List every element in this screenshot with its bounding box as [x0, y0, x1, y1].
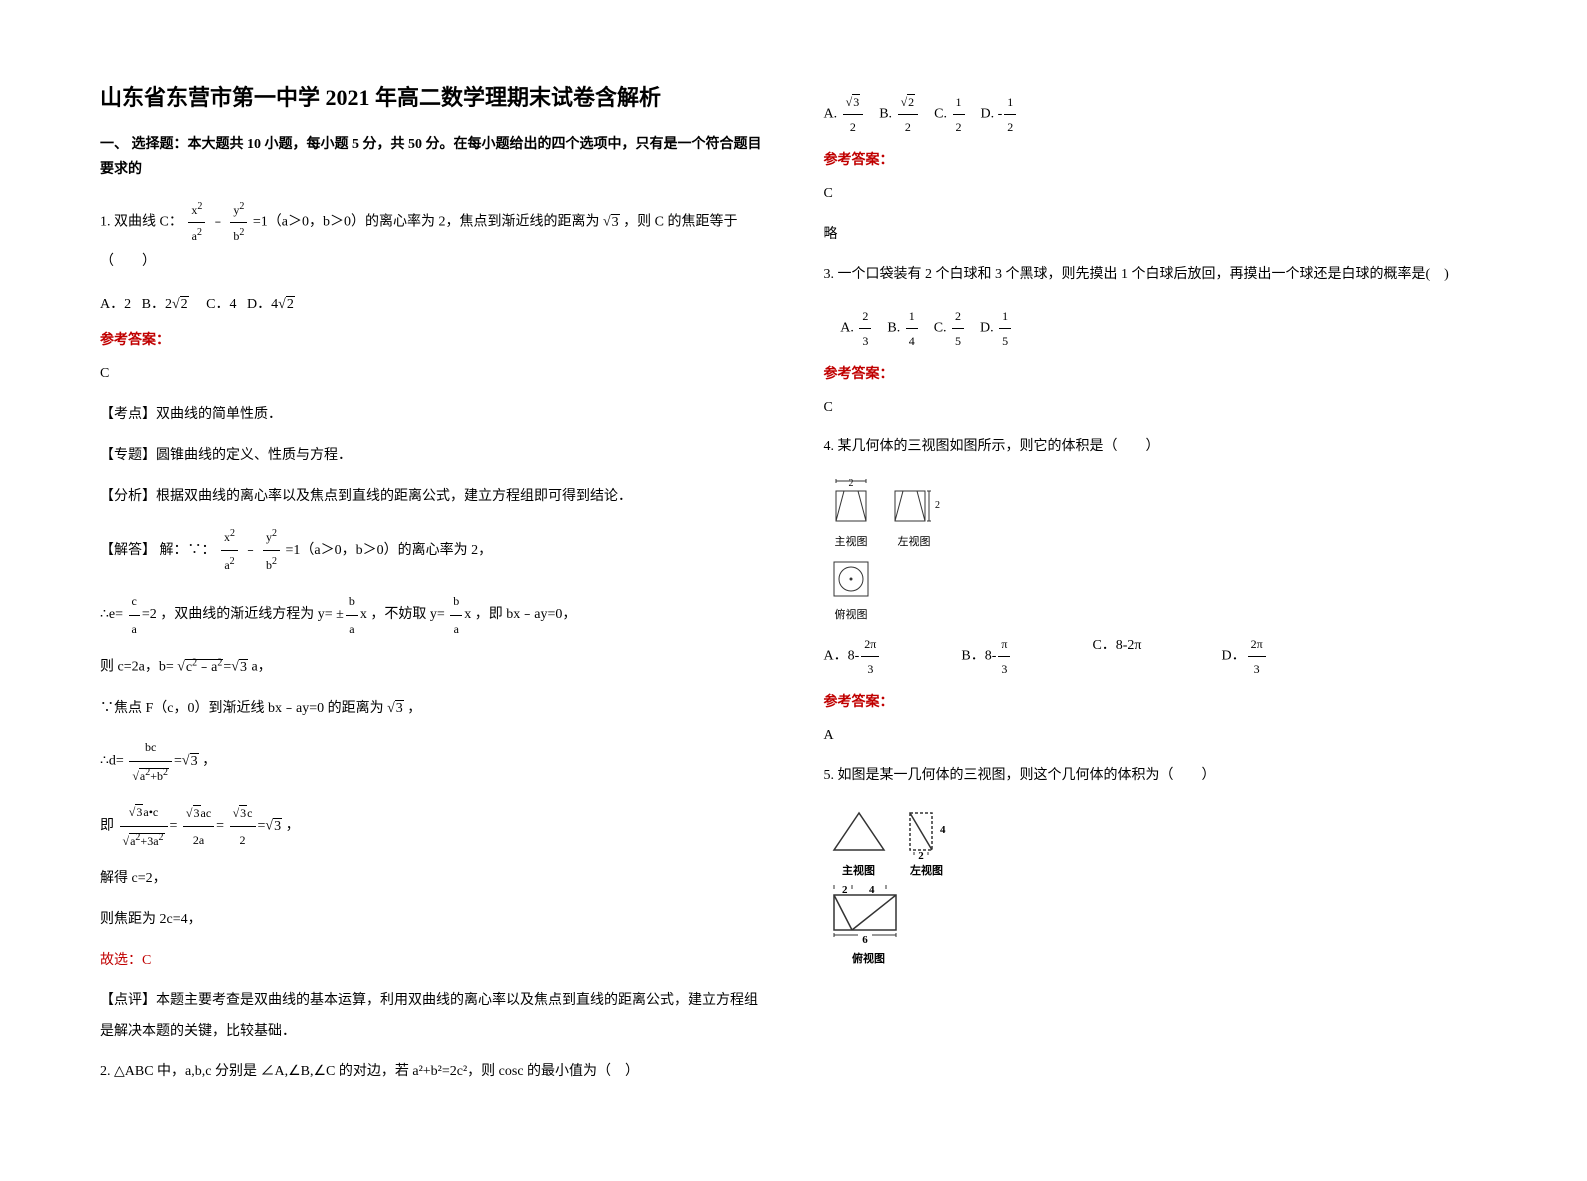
- q5-diagram: 主视图 4 2 左视图 2 4: [824, 805, 1488, 966]
- q1-solve-line2: ∴e= ca=2 ，双曲线的渐近线方程为 y= ±bax ，不妨取 y= bax…: [100, 588, 764, 642]
- svg-text:6: 6: [862, 934, 868, 946]
- answer-label: 参考答案：: [824, 363, 1488, 383]
- q1-solve-line6: 即 √3a•c√a2+3a2= √3ac2a= √3c2=√3 ，: [100, 799, 764, 854]
- q1-optC: C．4: [206, 297, 236, 312]
- q3-answer: C: [824, 393, 1488, 424]
- sqrt: √3: [603, 214, 620, 230]
- right-column: A. √32 B. √22 C. 12 D. -12 参考答案： C 略 3. …: [824, 80, 1488, 1101]
- q4-diagram: 2 主视图 2: [824, 476, 1488, 622]
- svg-text:4: 4: [869, 884, 875, 896]
- answer-label: 参考答案：: [824, 691, 1488, 711]
- q1-solve-line5: ∴d= bc√a2+b2=√3 ，: [100, 734, 764, 789]
- svg-text:2: 2: [842, 884, 848, 896]
- q1-optD: D．4: [247, 297, 278, 312]
- question-1: 1. 双曲线 C： x2a2 ﹣ y2b2 =1（a＞0，b＞0）的离心率为 2…: [100, 197, 764, 276]
- q5-top-view-icon: 2 4 6: [824, 883, 914, 948]
- q1-solve-line3: 则 c=2a，b= √c2﹣a2=√3 a，: [100, 652, 764, 683]
- q4-options: A．8-2π3 B．8-π3 C．8-2π D．2π3: [824, 632, 1488, 681]
- q1-options: A．2 B．2√2 C．4 D．4√2: [100, 291, 764, 319]
- q1-text-post: =1（a＞0，b＞0）的离心率为 2，焦点到渐近线的距离为: [253, 215, 600, 230]
- q2-options: A. √32 B. √22 C. 12 D. -12: [824, 90, 1488, 139]
- question-5: 5. 如图是某一几何体的三视图，则这个几何体的体积为（ ）: [824, 762, 1488, 790]
- svg-text:2: 2: [848, 478, 853, 489]
- svg-text:4: 4: [940, 824, 946, 836]
- q5-front-view-icon: [824, 805, 894, 860]
- section-header: 一、 选择题：本大题共 10 小题，每小题 5 分，共 50 分。在每小题给出的…: [100, 132, 764, 182]
- left-column: 山东省东营市第一中学 2021 年高二数学理期末试卷含解析 一、 选择题：本大题…: [100, 80, 764, 1101]
- q2-brief: 略: [824, 220, 1488, 251]
- svg-text:2: 2: [935, 500, 940, 511]
- q4-top-view-icon: [824, 554, 879, 604]
- q1-analysis: 【分析】根据双曲线的离心率以及焦点到直线的距离公式，建立方程组即可得到结论．: [100, 482, 764, 513]
- q2-answer: C: [824, 179, 1488, 210]
- fraction: y2b2: [230, 197, 247, 248]
- q1-solve-line1: 【解答】 解：∵： x2a2 ﹣ y2b2 =1（a＞0，b＞0）的离心率为 2…: [100, 523, 764, 579]
- q1-solve-line7: 解得 c=2，: [100, 864, 764, 895]
- q4-side-view-icon: 2: [887, 476, 942, 531]
- svg-text:2: 2: [918, 850, 924, 860]
- q3-options: A. 23 B. 14 C. 25 D. 15: [824, 304, 1488, 353]
- q1-solve-line4: ∵焦点 F（c，0）到渐近线 bx﹣ay=0 的距离为 √3 ，: [100, 694, 764, 725]
- q4-answer: A: [824, 721, 1488, 752]
- question-3: 3. 一个口袋装有 2 个白球和 3 个黑球，则先摸出 1 个白球后放回，再摸出…: [824, 261, 1488, 289]
- q5-side-view-icon: 4 2: [902, 805, 952, 860]
- q1-point: 【考点】双曲线的简单性质．: [100, 400, 764, 431]
- q1-answer: C: [100, 359, 764, 390]
- answer-label: 参考答案：: [824, 149, 1488, 169]
- q1-text-pre: 1. 双曲线 C：: [100, 215, 183, 230]
- answer-label: 参考答案：: [100, 329, 764, 349]
- q1-comment: 【点评】本题主要考查是双曲线的基本运算，利用双曲线的离心率以及焦点到直线的距离公…: [100, 986, 764, 1048]
- document-title: 山东省东营市第一中学 2021 年高二数学理期末试卷含解析: [100, 80, 764, 112]
- question-4: 4. 某几何体的三视图如图所示，则它的体积是（ ）: [824, 433, 1488, 461]
- q1-solve-line9: 故选：C: [100, 946, 764, 977]
- q1-topic: 【专题】圆锥曲线的定义、性质与方程．: [100, 441, 764, 472]
- question-2: 2. △ABC 中，a,b,c 分别是 ∠A,∠B,∠C 的对边，若 a²+b²…: [100, 1058, 764, 1086]
- q1-solve-line8: 则焦距为 2c=4，: [100, 905, 764, 936]
- q1-optA: A．2: [100, 297, 131, 312]
- q1-optB: B．2: [142, 297, 172, 312]
- fraction: x2a2: [188, 197, 205, 248]
- q4-front-view-icon: 2: [824, 476, 879, 531]
